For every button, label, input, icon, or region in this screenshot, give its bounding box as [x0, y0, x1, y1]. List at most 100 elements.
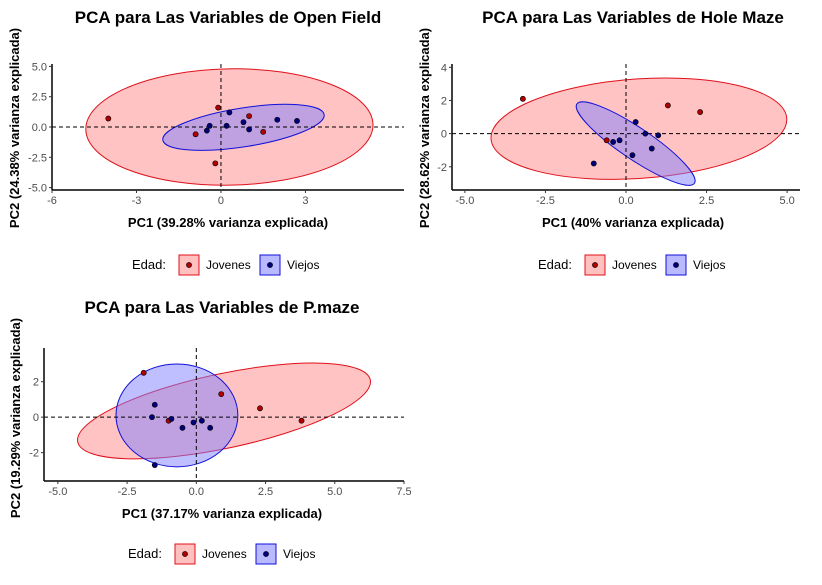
- legend-point-jovenes: [182, 551, 188, 557]
- chart-title: PCA para Las Variables de Hole Maze: [482, 8, 784, 27]
- confidence-ellipse-viejos: [115, 363, 239, 468]
- legend: Edad: Jovenes Viejos: [132, 254, 319, 276]
- data-point-viejos: [240, 119, 247, 126]
- data-point-viejos: [642, 130, 649, 137]
- data-point-jovenes: [212, 160, 219, 167]
- plot-area: -6 -3 0 3 -5.0 -2.5 0.0 2.5 5.0: [28, 61, 404, 207]
- y-tick-label: -5.0: [28, 183, 47, 195]
- data-point-viejos: [206, 122, 213, 129]
- data-point-viejos: [190, 419, 197, 426]
- x-tick-label: 0.0: [189, 486, 204, 498]
- chart-title: PCA para Las Variables de P.maze: [85, 298, 360, 317]
- data-point-jovenes: [664, 102, 671, 109]
- data-point-jovenes: [257, 405, 263, 412]
- legend-title: Edad:: [128, 546, 162, 561]
- x-tick-label: 2.5: [258, 486, 273, 498]
- plot-area: -5.0 -2.5 0.0 2.5 5.0 7.5 -2 0 2: [29, 348, 412, 498]
- legend-point-viejos: [263, 551, 269, 557]
- legend-point-jovenes: [592, 262, 598, 268]
- data-point-jovenes: [603, 137, 610, 144]
- data-point-viejos: [590, 160, 597, 167]
- legend-label-viejos: Viejos: [287, 258, 319, 272]
- x-tick-label: -2.5: [536, 195, 555, 207]
- x-tick-label: -5.0: [48, 486, 67, 498]
- data-point-viejos: [648, 145, 655, 152]
- data-point-jovenes: [298, 417, 305, 424]
- pca-p-maze-panel: PCA para Las Variables de P.maze -5.0 -2.…: [0, 290, 412, 580]
- y-tick-label: 0: [33, 412, 39, 424]
- data-point-jovenes: [218, 391, 225, 398]
- x-tick-label: 2.5: [699, 195, 714, 207]
- data-point-viejos: [629, 152, 636, 159]
- x-tick-label: 5.0: [327, 486, 342, 498]
- y-tick-label: 0: [441, 129, 447, 141]
- legend-point-jovenes: [186, 262, 192, 268]
- legend: Edad: Jovenes Viejos: [128, 543, 315, 565]
- x-tick-label: 7.5: [396, 486, 411, 498]
- y-tick-label: 2: [441, 95, 447, 107]
- x-axis-label: PC1 (37.17% varianza explicada): [122, 506, 322, 521]
- data-point-jovenes: [246, 113, 253, 119]
- data-point-viejos: [616, 137, 623, 144]
- legend-title: Edad:: [132, 257, 166, 272]
- legend-point-viejos: [673, 262, 679, 268]
- y-tick-label: -2: [437, 162, 447, 174]
- y-axis-label: PC2 (19.29% varianza explicada): [8, 318, 23, 518]
- data-point-viejos: [198, 417, 205, 424]
- x-axis-label: PC1 (39.28% varianza explicada): [128, 215, 328, 230]
- data-point-viejos: [149, 414, 155, 421]
- data-point-jovenes: [697, 109, 704, 115]
- legend-label-jovenes: Jovenes: [612, 258, 657, 272]
- x-tick-label: 5.0: [779, 195, 794, 207]
- legend-point-viejos: [267, 262, 273, 268]
- x-tick-label: -3: [132, 195, 142, 207]
- y-tick-label: 4: [441, 62, 447, 74]
- legend: Edad: Jovenes Viejos: [538, 254, 725, 276]
- data-point-viejos: [168, 416, 175, 422]
- x-axis-label: PC1 (40% varianza explicada): [542, 215, 724, 230]
- data-point-viejos: [246, 126, 253, 133]
- pca-open-field-panel: PCA para Las Variables de Open Field -6-…: [0, 0, 411, 290]
- plot-area: -5.0 -2.5 0.0 2.5 5.0 -2 0 2 4: [437, 62, 800, 207]
- y-axis-label: PC2 (24.38% varianza explicada): [7, 28, 22, 228]
- legend-label-jovenes: Jovenes: [206, 258, 251, 272]
- pca-p-maze-chart: PCA para Las Variables de P.maze -5.0 -2.…: [8, 298, 412, 565]
- data-point-viejos: [179, 424, 186, 431]
- data-point-jovenes: [260, 128, 267, 135]
- data-point-jovenes: [192, 131, 199, 138]
- data-point-viejos: [655, 132, 662, 139]
- data-point-viejos: [610, 139, 617, 145]
- x-tick-label: -6: [47, 195, 57, 207]
- data-point-jovenes: [215, 104, 222, 111]
- x-tick-label: 3: [302, 195, 308, 207]
- legend-label-jovenes: Jovenes: [202, 547, 247, 561]
- data-point-viejos: [226, 109, 233, 116]
- data-point-viejos: [294, 118, 300, 124]
- legend-title: Edad:: [538, 257, 572, 272]
- legend-label-viejos: Viejos: [693, 258, 725, 272]
- y-tick-label: 2: [33, 377, 39, 389]
- x-tick-label: -5.0: [455, 195, 474, 207]
- data-point-jovenes: [519, 95, 526, 102]
- data-point-viejos: [203, 127, 210, 134]
- data-point-jovenes: [105, 115, 112, 122]
- pca-hole-maze-chart: PCA para Las Variables de Hole Maze -5.0…: [417, 8, 800, 276]
- data-point-viejos: [223, 122, 230, 129]
- data-point-jovenes: [140, 369, 147, 376]
- data-point-viejos: [274, 116, 281, 123]
- y-tick-label: -2.5: [28, 152, 47, 164]
- pca-hole-maze-panel: PCA para Las Variables de Hole Maze -5.0…: [411, 0, 822, 290]
- chart-title: PCA para Las Variables de Open Field: [75, 8, 381, 27]
- y-tick-label: 0.0: [32, 122, 47, 134]
- y-tick-label: -2: [29, 448, 39, 460]
- y-axis-label: PC2 (28.62% varianza explicada): [417, 28, 432, 228]
- x-tick-label: 0: [218, 195, 224, 207]
- confidence-ellipse-viejos: [575, 101, 696, 186]
- data-point-viejos: [151, 401, 158, 408]
- y-tick-label: 5.0: [32, 61, 47, 73]
- data-point-viejos: [207, 424, 214, 431]
- legend-label-viejos: Viejos: [283, 547, 315, 561]
- data-point-viejos: [151, 462, 158, 468]
- x-tick-label: 0.0: [618, 195, 633, 207]
- data-point-viejos: [632, 119, 639, 125]
